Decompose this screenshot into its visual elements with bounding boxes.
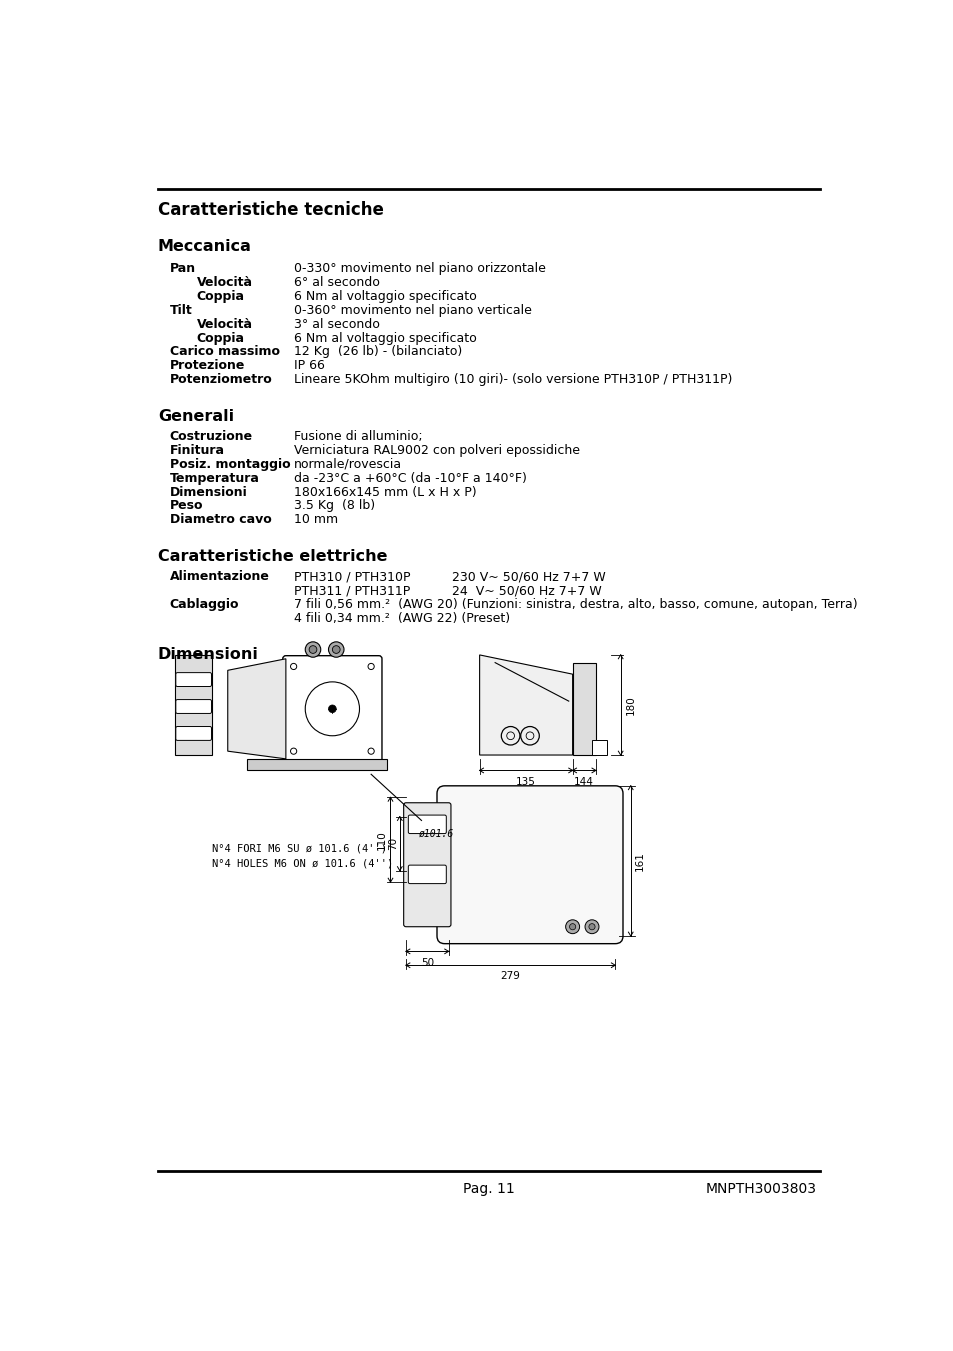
Text: Carico massimo: Carico massimo xyxy=(170,346,279,358)
Text: MNPTH3003803: MNPTH3003803 xyxy=(705,1182,816,1197)
Text: 6 Nm al voltaggio specificato: 6 Nm al voltaggio specificato xyxy=(294,331,476,345)
Text: Potenziometro: Potenziometro xyxy=(170,373,273,386)
Circle shape xyxy=(569,924,575,929)
Polygon shape xyxy=(228,659,286,759)
Text: Dimensioni: Dimensioni xyxy=(170,485,247,499)
Text: Peso: Peso xyxy=(170,500,203,512)
Text: 135: 135 xyxy=(516,777,536,786)
Text: da -23°C a +60°C (da -10°F a 140°F): da -23°C a +60°C (da -10°F a 140°F) xyxy=(294,471,526,485)
Text: 161: 161 xyxy=(634,851,644,871)
FancyBboxPatch shape xyxy=(175,700,212,713)
Text: 3° al secondo: 3° al secondo xyxy=(294,317,379,331)
Text: Pag. 11: Pag. 11 xyxy=(462,1182,515,1197)
Text: 180: 180 xyxy=(624,696,635,715)
Bar xyxy=(247,759,386,770)
Circle shape xyxy=(565,920,579,934)
Text: 144: 144 xyxy=(574,777,594,786)
Text: 230 V~ 50/60 Hz 7+7 W: 230 V~ 50/60 Hz 7+7 W xyxy=(452,570,605,584)
Text: Protezione: Protezione xyxy=(170,359,245,373)
FancyBboxPatch shape xyxy=(436,786,622,943)
Circle shape xyxy=(309,646,316,654)
FancyBboxPatch shape xyxy=(175,727,212,740)
Text: 70: 70 xyxy=(388,838,397,850)
Text: Dimensioni: Dimensioni xyxy=(158,647,258,662)
Text: Tilt: Tilt xyxy=(170,304,193,316)
Text: 10 mm: 10 mm xyxy=(294,513,337,527)
Text: 4 fili 0,34 mm.²  (AWG 22) (Preset): 4 fili 0,34 mm.² (AWG 22) (Preset) xyxy=(294,612,509,624)
Text: Temperatura: Temperatura xyxy=(170,471,259,485)
Bar xyxy=(592,739,607,755)
Text: 0-330° movimento nel piano orizzontale: 0-330° movimento nel piano orizzontale xyxy=(294,262,545,276)
Text: Caratteristiche tecniche: Caratteristiche tecniche xyxy=(158,200,383,219)
Text: Cablaggio: Cablaggio xyxy=(170,598,239,611)
Text: Caratteristiche elettriche: Caratteristiche elettriche xyxy=(158,549,387,563)
Text: Pan: Pan xyxy=(170,262,195,276)
Text: normale/rovescia: normale/rovescia xyxy=(294,458,401,470)
Circle shape xyxy=(305,642,320,657)
Text: 0-360° movimento nel piano verticale: 0-360° movimento nel piano verticale xyxy=(294,304,531,316)
Text: 180x166x145 mm (L x H x P): 180x166x145 mm (L x H x P) xyxy=(294,485,476,499)
Text: 6 Nm al voltaggio specificato: 6 Nm al voltaggio specificato xyxy=(294,290,476,303)
Text: N°4 FORI M6 SU ø 101.6 (4''): N°4 FORI M6 SU ø 101.6 (4'') xyxy=(212,843,387,854)
FancyBboxPatch shape xyxy=(403,802,451,927)
FancyBboxPatch shape xyxy=(282,655,381,762)
Text: Finitura: Finitura xyxy=(170,444,224,457)
Text: Posiz. montaggio: Posiz. montaggio xyxy=(170,458,290,470)
Text: 3.5 Kg  (8 lb): 3.5 Kg (8 lb) xyxy=(294,500,375,512)
Polygon shape xyxy=(479,655,572,755)
Text: 279: 279 xyxy=(500,971,520,981)
Text: 50: 50 xyxy=(420,958,434,967)
Circle shape xyxy=(332,646,340,654)
Text: Alimentazione: Alimentazione xyxy=(170,570,269,584)
FancyBboxPatch shape xyxy=(175,673,212,686)
Text: 24  V~ 50/60 Hz 7+7 W: 24 V~ 50/60 Hz 7+7 W xyxy=(452,584,601,597)
Text: Coppia: Coppia xyxy=(196,331,245,345)
Text: ø101.6: ø101.6 xyxy=(418,828,454,838)
Text: Verniciatura RAL9002 con polveri epossidiche: Verniciatura RAL9002 con polveri epossid… xyxy=(294,444,579,457)
Text: 110: 110 xyxy=(376,830,386,850)
FancyBboxPatch shape xyxy=(408,865,446,884)
Text: Diametro cavo: Diametro cavo xyxy=(170,513,271,527)
Text: Velocità: Velocità xyxy=(196,276,253,289)
Circle shape xyxy=(588,924,595,929)
Bar xyxy=(572,662,596,755)
Circle shape xyxy=(584,920,598,934)
Text: 7 fili 0,56 mm.²  (AWG 20) (Funzioni: sinistra, destra, alto, basso, comune, aut: 7 fili 0,56 mm.² (AWG 20) (Funzioni: sin… xyxy=(294,598,857,611)
Text: PTH311 / PTH311P: PTH311 / PTH311P xyxy=(294,584,410,597)
Text: Generali: Generali xyxy=(158,408,233,423)
Text: 12 Kg  (26 lb) - (bilanciato): 12 Kg (26 lb) - (bilanciato) xyxy=(294,346,461,358)
FancyBboxPatch shape xyxy=(408,815,446,834)
Text: Coppia: Coppia xyxy=(196,290,245,303)
Circle shape xyxy=(328,642,344,657)
Text: Velocità: Velocità xyxy=(196,317,253,331)
Circle shape xyxy=(328,705,335,713)
Bar xyxy=(174,655,212,755)
Text: Fusione di alluminio;: Fusione di alluminio; xyxy=(294,430,422,443)
Text: 6° al secondo: 6° al secondo xyxy=(294,276,379,289)
Text: PTH310 / PTH310P: PTH310 / PTH310P xyxy=(294,570,410,584)
Text: Costruzione: Costruzione xyxy=(170,430,253,443)
Text: IP 66: IP 66 xyxy=(294,359,324,373)
Text: Lineare 5KOhm multigiro (10 giri)- (solo versione PTH310P / PTH311P): Lineare 5KOhm multigiro (10 giri)- (solo… xyxy=(294,373,731,386)
Text: N°4 HOLES M6 ON ø 101.6 (4''): N°4 HOLES M6 ON ø 101.6 (4'') xyxy=(212,859,393,869)
Text: Meccanica: Meccanica xyxy=(158,239,252,254)
